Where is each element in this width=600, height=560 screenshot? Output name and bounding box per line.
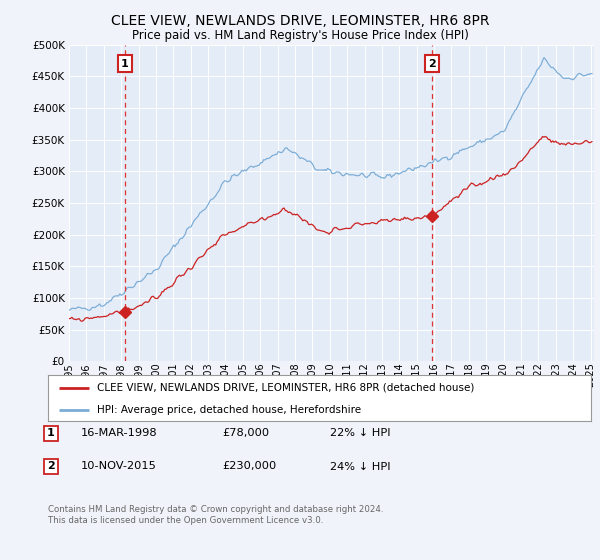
Text: 2: 2 — [428, 59, 436, 69]
Text: 1: 1 — [121, 59, 128, 69]
Text: £230,000: £230,000 — [222, 461, 276, 472]
Text: Contains HM Land Registry data © Crown copyright and database right 2024.
This d: Contains HM Land Registry data © Crown c… — [48, 505, 383, 525]
Text: CLEE VIEW, NEWLANDS DRIVE, LEOMINSTER, HR6 8PR (detached house): CLEE VIEW, NEWLANDS DRIVE, LEOMINSTER, H… — [97, 382, 474, 393]
Text: £78,000: £78,000 — [222, 428, 269, 438]
Text: 16-MAR-1998: 16-MAR-1998 — [81, 428, 158, 438]
Text: 22% ↓ HPI: 22% ↓ HPI — [330, 428, 391, 438]
Text: HPI: Average price, detached house, Herefordshire: HPI: Average price, detached house, Here… — [97, 405, 361, 414]
Text: CLEE VIEW, NEWLANDS DRIVE, LEOMINSTER, HR6 8PR: CLEE VIEW, NEWLANDS DRIVE, LEOMINSTER, H… — [111, 14, 489, 28]
Text: Price paid vs. HM Land Registry's House Price Index (HPI): Price paid vs. HM Land Registry's House … — [131, 29, 469, 42]
Text: 24% ↓ HPI: 24% ↓ HPI — [330, 461, 391, 472]
Text: 2: 2 — [47, 461, 55, 472]
Text: 1: 1 — [47, 428, 55, 438]
Text: 10-NOV-2015: 10-NOV-2015 — [81, 461, 157, 472]
